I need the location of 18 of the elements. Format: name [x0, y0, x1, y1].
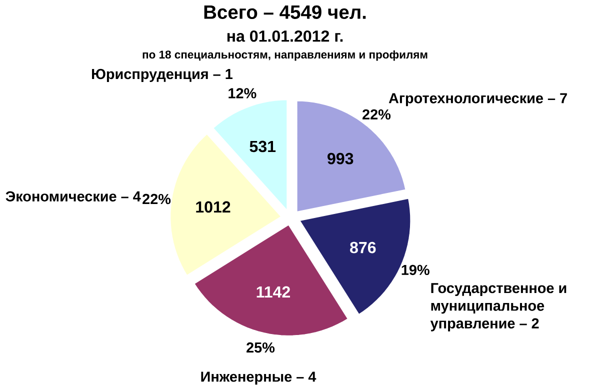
text: 25%: [246, 342, 275, 353]
slice-label: Агротехнологические – 7: [388, 93, 567, 106]
data-label: 531: [250, 140, 276, 152]
data-label: 1142: [256, 286, 290, 298]
text: 22%: [362, 109, 391, 120]
slice-label: Инженерные – 4: [201, 372, 316, 385]
slice-label: Экономические – 4: [6, 191, 141, 202]
data-label: 876: [350, 242, 376, 254]
data-label: 1012: [196, 201, 230, 213]
data-label: 993: [328, 152, 354, 164]
text: 12%: [228, 88, 256, 98]
text: 22%: [142, 194, 171, 204]
chart-title: Всего – 4549 чел.: [204, 5, 366, 19]
slice-label: Государственное и муниципальное управление – 2: [430, 283, 566, 332]
text: 19%: [402, 264, 430, 276]
chart-subtitle: на 01.01.2012 г.: [227, 30, 343, 42]
text: по 18 специальностям, направлениям и профилям: [142, 50, 428, 61]
slice-label: Юриспруденция – 1: [92, 68, 232, 82]
